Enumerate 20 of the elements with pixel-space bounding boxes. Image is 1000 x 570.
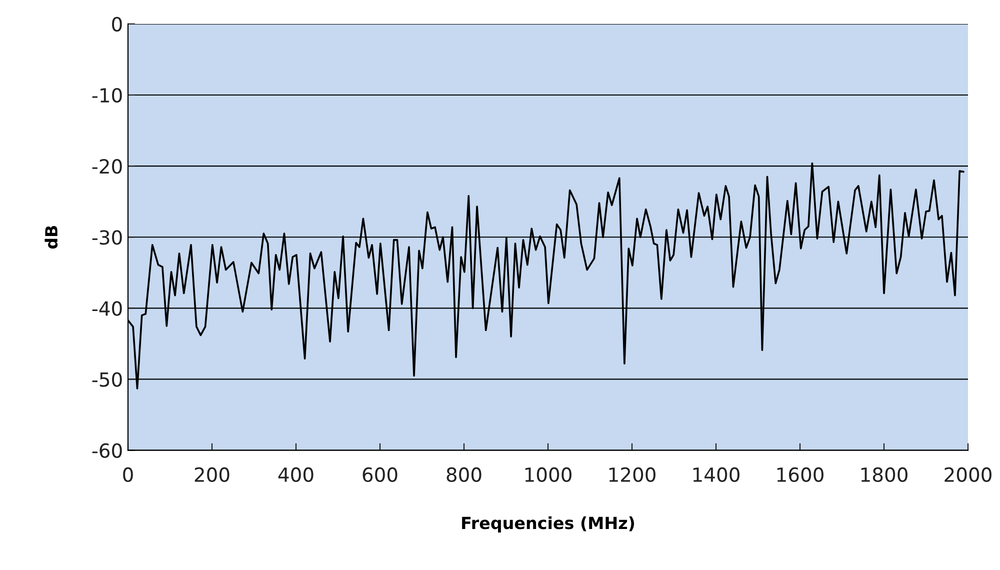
y-tick-label: -50 (92, 372, 122, 387)
y-axis-title: dB (44, 226, 58, 249)
y-tick-label: -40 (92, 301, 122, 316)
y-tick-label: -10 (92, 88, 122, 103)
y-tick-label: -20 (92, 159, 122, 174)
y-tick-label: -60 (92, 443, 122, 458)
y-tick-label: 0 (112, 16, 122, 32)
x-tick-label: 0 (123, 467, 133, 482)
y-tick-label: -30 (92, 230, 122, 245)
x-tick-label: 1600 (777, 467, 824, 482)
x-tick-label: 2000 (944, 467, 992, 482)
x-tick-label: 800 (446, 467, 482, 482)
x-tick-label: 400 (278, 467, 314, 482)
x-tick-label: 600 (362, 467, 398, 482)
x-tick-label: 200 (194, 467, 230, 482)
x-tick-label: 1800 (861, 467, 908, 482)
x-tick-label: 1400 (693, 467, 740, 482)
x-tick-label: 1200 (609, 467, 656, 482)
x-axis-title: Frequencies (MHz) (462, 516, 634, 532)
x-tick-label: 1000 (525, 467, 572, 482)
